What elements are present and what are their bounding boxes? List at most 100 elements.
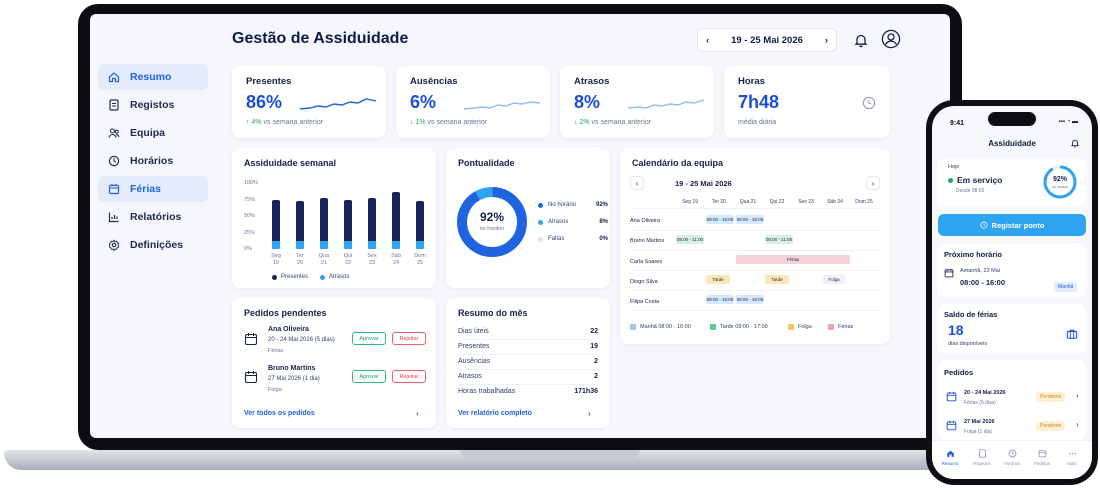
request-type: Férias [268,348,284,354]
kpi-delta: ↓ 1% vs semana anterior [410,119,488,126]
x-tick-label: Qua 21 [318,253,330,266]
laptop-screen: Resumo Registos Equipa Horários Férias R… [90,14,950,438]
bar-atrasos [416,241,424,249]
date-range-picker[interactable]: ‹ 19 - 25 Mai 2026 › [697,28,837,52]
sidebar-item-registos[interactable]: Registos [98,92,208,118]
request-dates: 20 - 24 Mai 2026 (5 dias) [268,337,335,343]
vacation-chip[interactable]: Férias [736,255,850,264]
next-date: Amanhã, 22 Mai [960,268,1001,274]
x-tick-label: Seg 19 [271,253,281,266]
card-title: Calendário da equipa [632,158,724,168]
chevron-right-icon[interactable]: › [588,409,591,418]
reject-button[interactable]: Rejeitar [392,332,426,345]
chevron-right-icon[interactable]: › [416,409,419,418]
approve-button[interactable]: Aprovar [352,332,386,345]
shift-chip[interactable]: 08:00 - 16:00 [736,295,764,304]
tab-mais[interactable]: Mais [1058,449,1086,466]
section-title: Pedidos [944,368,974,377]
request-dates: 27 Mai 2026 [964,419,995,425]
approve-button[interactable]: Aprovar [352,370,386,383]
gear-icon [108,239,120,251]
request-type: Folga [268,387,282,393]
today-status-card: Hoje Em serviço Desde 08:02 92% no horár… [938,158,1086,206]
tab-registos[interactable]: Registos [968,449,996,466]
phone-screen: 9:41 ▪▪▪ ◔ ▬ Assiduidade Hoje Em serviço… [932,106,1092,479]
chevron-left-icon[interactable]: ‹ [630,176,644,190]
next-time: 08:00 - 16:00 [960,278,1006,287]
tab-resumo[interactable]: Resumo [936,449,964,466]
status-dot [948,177,953,183]
sidebar-item-label: Equipa [130,127,166,139]
calendar-day: Qui 22 [769,199,785,205]
request-dates: 27 Mai 2026 (1 dia) [268,376,320,382]
reject-button[interactable]: Rejeitar [392,370,426,383]
tab-pedidos[interactable]: Pedidos [1028,449,1056,466]
legend-row: No horário 92% [538,202,608,208]
summary-row: Horas trabalhadas 171h36 [458,388,598,395]
user-avatar-icon[interactable] [881,29,901,49]
chevron-right-icon[interactable]: › [1076,391,1079,400]
sidebar-item-horarios[interactable]: Horários [98,148,208,174]
sidebar: Resumo Registos Equipa Horários Férias R… [90,14,218,438]
shift-chip[interactable]: 08:00 - 11:00 [676,235,704,244]
bar-presentes [368,198,376,242]
bell-icon[interactable] [853,32,869,48]
calendar-icon [244,333,258,346]
phone-title: Assiduidade [988,139,1036,148]
request-name: Ana Oliveira [268,326,309,333]
donut-slice [457,187,527,257]
today-label: Hoje [948,164,960,170]
y-tick: 0% [244,246,252,252]
kpi-value: 7h48 [738,92,780,112]
calendar-legend-item: Manhã 08:00 - 16:00 [630,324,691,330]
sidebar-item-label: Resumo [130,71,172,83]
bell-icon[interactable] [1070,138,1080,148]
shift-chip[interactable]: Tarde [765,275,789,284]
chevron-right-icon[interactable]: › [824,34,828,46]
view-report-link[interactable]: Ver relatório completo [458,410,532,417]
sidebar-item-label: Relatórios [130,211,182,223]
chevron-right-icon[interactable]: › [866,176,880,190]
shift-chip[interactable]: 08:00 - 15:00 [736,215,764,224]
request-name: Bruno Martins [268,365,316,372]
sidebar-item-equipa[interactable]: Equipa [98,120,208,146]
calendar-day: Seg 19 [682,199,698,205]
shift-chip[interactable]: 08:00 - 11:00 [765,235,793,244]
shift-chip[interactable]: 08:00 - 16:00 [706,215,734,224]
sidebar-item-definicoes[interactable]: Definições [98,232,208,258]
ring-fill [1043,165,1077,199]
bar-atrasos [272,241,280,249]
card-title: Assiduidade semanal [244,158,337,168]
free-day-chip[interactable]: Folga [823,275,845,284]
shift-chip[interactable]: 08:00 - 16:00 [706,295,734,304]
sidebar-item-resumo[interactable]: Resumo [98,64,208,90]
calendar-person: Ana Oliveira [630,218,660,224]
register-punch-button[interactable]: Registar ponto [938,214,1086,236]
calendar-icon [108,183,120,195]
chevron-right-icon[interactable]: › [1076,420,1079,429]
document-icon [978,449,986,458]
sidebar-item-relatorios[interactable]: Relatórios [98,204,208,230]
calendar-icon [946,420,957,431]
y-tick: 75% [244,197,256,203]
legend-row: Faltas 0% [538,236,608,242]
divider [458,369,598,370]
bar-atrasos [368,241,376,249]
card-title: Pedidos pendentes [244,308,327,318]
x-tick-label: Ter 20 [296,253,304,266]
tab-horarios[interactable]: Horários [998,449,1026,466]
weekly-attendance-card: Assiduidade semanal 100% 75% 50% 25% 0% … [232,148,436,288]
shift-chip[interactable]: Tarde [706,275,730,284]
chart-icon [108,211,120,223]
kpi-value: 86% [246,92,283,112]
sidebar-item-ferias[interactable]: Férias [98,176,208,202]
bar-atrasos [392,241,400,249]
ring-value: 92% [1052,176,1067,183]
calendar-person: Bruno Martins [630,238,665,244]
calendar-icon [1038,450,1046,458]
calendar-day: Dom 25 [855,199,873,205]
view-all-requests-link[interactable]: Ver todos os pedidos [244,410,315,417]
ring-chart [1043,165,1077,199]
kpi-label: Horas [738,76,765,87]
chevron-left-icon[interactable]: ‹ [706,34,710,46]
